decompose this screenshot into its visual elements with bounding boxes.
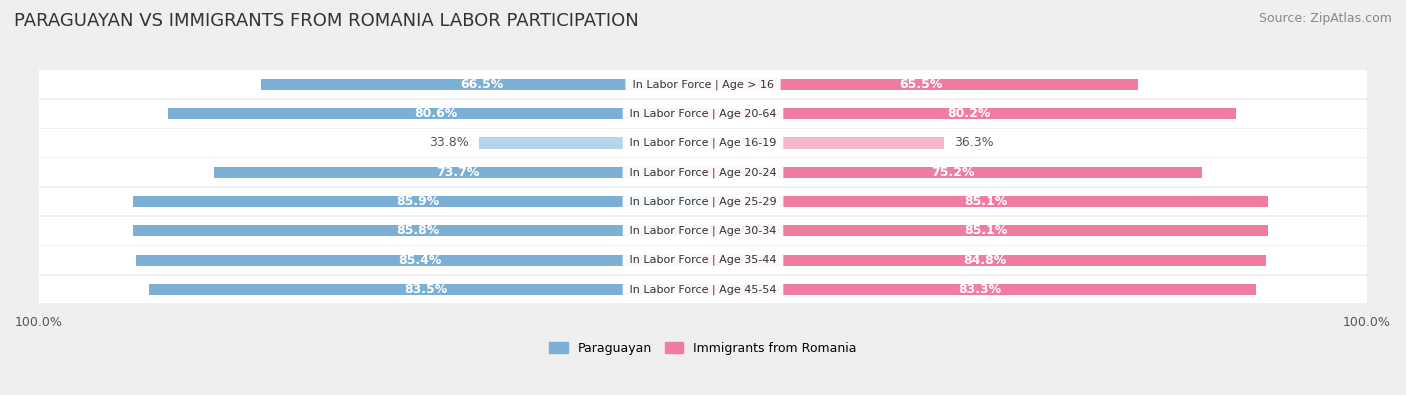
Bar: [39, 217, 1367, 245]
Text: 66.5%: 66.5%: [461, 78, 503, 91]
Text: In Labor Force | Age 25-29: In Labor Force | Age 25-29: [626, 196, 780, 207]
Bar: [39, 246, 1367, 274]
Text: Source: ZipAtlas.com: Source: ZipAtlas.com: [1258, 12, 1392, 25]
Bar: [703, 79, 1137, 90]
Bar: [703, 255, 1267, 266]
Text: 83.5%: 83.5%: [404, 283, 447, 296]
Bar: [703, 196, 1268, 207]
Text: In Labor Force | Age 45-54: In Labor Force | Age 45-54: [626, 284, 780, 295]
Bar: [703, 167, 1202, 178]
Text: In Labor Force | Age 20-64: In Labor Force | Age 20-64: [626, 108, 780, 119]
Text: 73.7%: 73.7%: [437, 166, 479, 179]
Text: 36.3%: 36.3%: [955, 136, 994, 149]
Bar: [214, 167, 703, 178]
Text: 80.6%: 80.6%: [413, 107, 457, 120]
Text: 83.3%: 83.3%: [957, 283, 1001, 296]
Bar: [39, 188, 1367, 216]
Bar: [262, 79, 703, 90]
Text: 85.1%: 85.1%: [965, 195, 1007, 208]
Bar: [167, 108, 703, 119]
Text: In Labor Force | Age 16-19: In Labor Force | Age 16-19: [626, 138, 780, 148]
Text: In Labor Force | Age 30-34: In Labor Force | Age 30-34: [626, 226, 780, 236]
Bar: [703, 284, 1256, 295]
Text: 33.8%: 33.8%: [429, 136, 468, 149]
Bar: [132, 196, 703, 207]
Bar: [478, 137, 703, 149]
Text: 84.8%: 84.8%: [963, 254, 1007, 267]
Bar: [39, 70, 1367, 98]
Text: 85.1%: 85.1%: [965, 224, 1007, 237]
Text: In Labor Force | Age 35-44: In Labor Force | Age 35-44: [626, 255, 780, 265]
Bar: [703, 225, 1268, 237]
Text: In Labor Force | Age 20-24: In Labor Force | Age 20-24: [626, 167, 780, 177]
Bar: [149, 284, 703, 295]
Bar: [39, 129, 1367, 157]
Text: 65.5%: 65.5%: [898, 78, 942, 91]
Text: 85.4%: 85.4%: [398, 254, 441, 267]
Bar: [703, 108, 1236, 119]
Bar: [136, 255, 703, 266]
Bar: [703, 137, 943, 149]
Bar: [39, 276, 1367, 303]
Bar: [39, 100, 1367, 128]
Legend: Paraguayan, Immigrants from Romania: Paraguayan, Immigrants from Romania: [544, 337, 862, 360]
Bar: [134, 225, 703, 237]
Text: 85.8%: 85.8%: [396, 224, 440, 237]
Text: PARAGUAYAN VS IMMIGRANTS FROM ROMANIA LABOR PARTICIPATION: PARAGUAYAN VS IMMIGRANTS FROM ROMANIA LA…: [14, 12, 638, 30]
Text: 85.9%: 85.9%: [396, 195, 440, 208]
Bar: [39, 158, 1367, 186]
Text: 75.2%: 75.2%: [931, 166, 974, 179]
Text: 80.2%: 80.2%: [948, 107, 991, 120]
Text: In Labor Force | Age > 16: In Labor Force | Age > 16: [628, 79, 778, 90]
